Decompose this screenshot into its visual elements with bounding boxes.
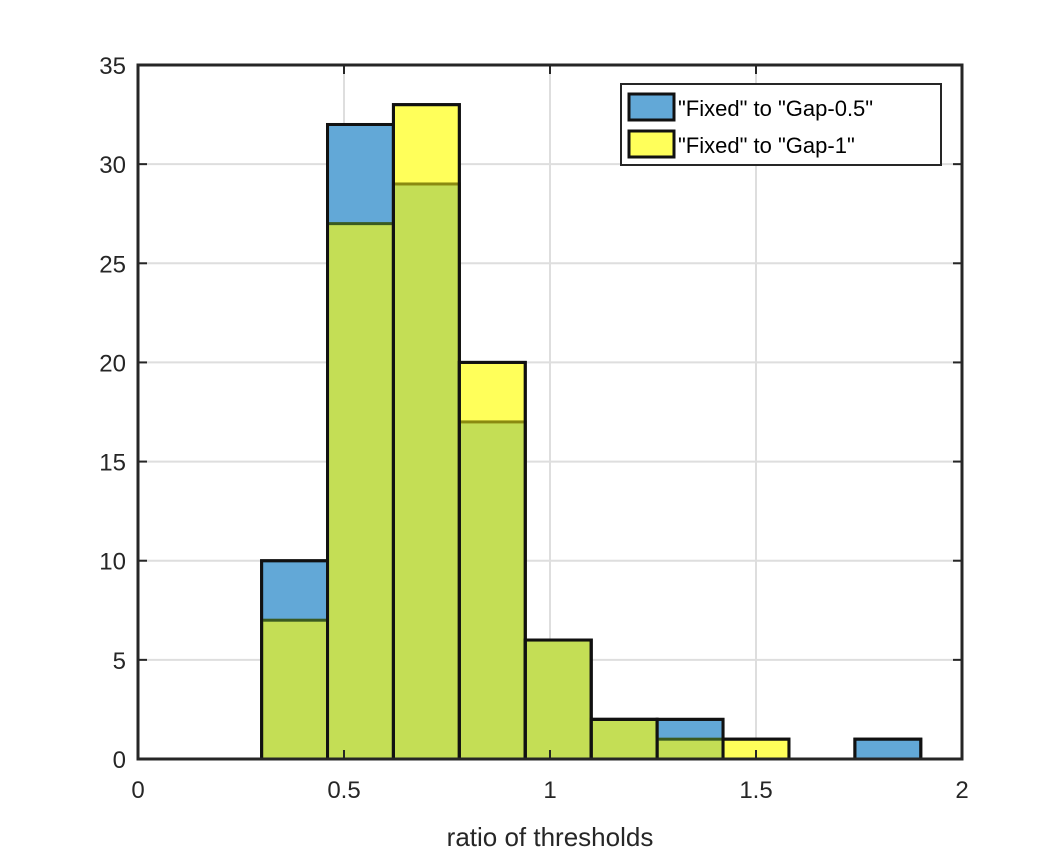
y-tick-label: 15 — [99, 450, 126, 477]
bar-overlap — [657, 739, 724, 759]
x-axis-label: ratio of thresholds — [447, 822, 654, 852]
legend-swatch — [627, 92, 676, 122]
bar-overlap — [459, 421, 526, 759]
legend-swatch — [627, 129, 676, 159]
y-tick-label: 0 — [113, 747, 126, 774]
x-tick-label: 2 — [955, 777, 968, 804]
bar-overlap — [393, 183, 460, 759]
bar-outline — [523, 638, 593, 759]
bar-outline — [721, 737, 791, 759]
bar-outline — [853, 737, 923, 759]
bar-overlap — [261, 620, 328, 759]
y-tick-label: 25 — [99, 251, 126, 278]
legend-entry-label: "Fixed" to "Gap-0.5" — [678, 96, 873, 121]
y-tick-label: 35 — [99, 53, 126, 80]
bar-gap-0-5-excess — [261, 560, 328, 621]
bar-gap-1-excess — [393, 104, 460, 184]
bar-outline — [457, 360, 527, 759]
x-tick-label: 1.5 — [739, 777, 772, 804]
bar-gap-0-5-excess — [327, 124, 394, 224]
y-tick-label: 30 — [99, 152, 126, 179]
x-tick-label: 1 — [543, 777, 556, 804]
bar-overlap — [327, 223, 394, 760]
legend-entry-label: "Fixed" to "Gap-1" — [678, 133, 855, 158]
x-tick-label: 0.5 — [327, 777, 360, 804]
y-tick-label: 5 — [113, 648, 126, 675]
bar-gap-0-5-excess — [854, 739, 921, 759]
bar-overlap — [525, 640, 592, 759]
bar-gap-0-5-excess — [657, 719, 724, 740]
bar-gap-1-excess — [723, 739, 789, 759]
bar-gap-1-excess — [459, 362, 526, 422]
y-tick-label: 10 — [99, 549, 126, 576]
x-tick-label: 0 — [131, 777, 144, 804]
y-tick-label: 20 — [99, 350, 126, 377]
bar-overlap — [591, 719, 658, 759]
histogram-bars — [260, 103, 923, 761]
legend: "Fixed" to "Gap-0.5" "Fixed" to "Gap-1" — [620, 83, 942, 166]
